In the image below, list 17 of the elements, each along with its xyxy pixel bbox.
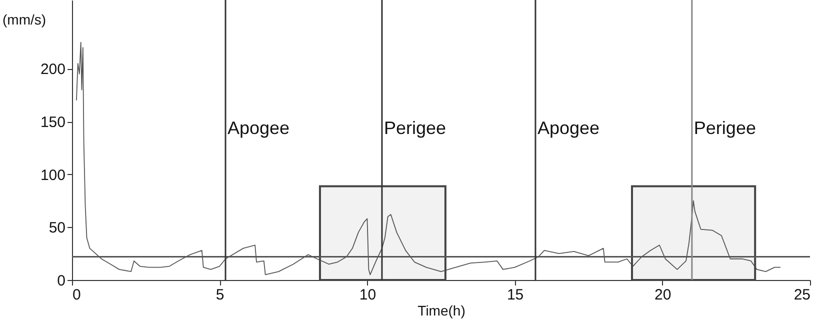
x-tick-label: 25	[794, 286, 810, 304]
y-tick-label: 50	[48, 220, 66, 237]
ref-line-label: Perigee	[694, 118, 756, 138]
ref-line-label: Apogee	[228, 118, 290, 138]
ref-line-label: Perigee	[384, 118, 446, 138]
x-axis-title: Time(h)	[418, 302, 466, 318]
ref-line-label: Apogee	[537, 118, 600, 138]
x-tick-label: 20	[654, 286, 672, 304]
y-tick-label: 0	[57, 272, 66, 290]
x-tick-label: 15	[506, 286, 524, 304]
x-tick-label: 5	[216, 286, 224, 304]
y-tick-label: 100	[40, 166, 66, 184]
x-tick-label: 0	[72, 286, 81, 304]
y-tick-label: 200	[40, 61, 66, 78]
x-tick-label: 10	[359, 286, 376, 304]
y-axis-title: (mm/s)	[2, 12, 46, 28]
y-tick-label: 150	[40, 114, 66, 132]
